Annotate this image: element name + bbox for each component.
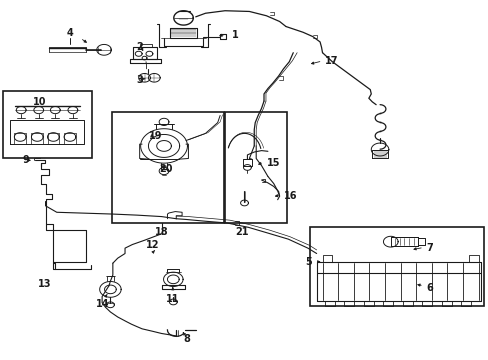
Text: 12: 12 xyxy=(146,240,159,250)
Text: 16: 16 xyxy=(283,191,296,201)
Text: 21: 21 xyxy=(235,227,248,237)
Text: 5: 5 xyxy=(305,257,311,267)
Text: 8: 8 xyxy=(183,333,190,343)
Text: 2: 2 xyxy=(136,42,143,52)
Text: 20: 20 xyxy=(159,164,172,174)
Text: 17: 17 xyxy=(325,56,338,66)
Bar xyxy=(310,227,484,306)
Text: 7: 7 xyxy=(426,243,432,253)
Text: 14: 14 xyxy=(96,300,110,309)
Bar xyxy=(224,112,287,223)
Text: 11: 11 xyxy=(166,294,179,304)
Text: 18: 18 xyxy=(155,227,168,237)
Text: 10: 10 xyxy=(33,97,46,107)
Text: 6: 6 xyxy=(426,283,432,293)
Bar xyxy=(3,91,92,158)
Text: 3: 3 xyxy=(136,75,142,85)
Text: 15: 15 xyxy=(266,158,279,168)
Text: 13: 13 xyxy=(38,279,51,289)
Text: 9: 9 xyxy=(22,155,29,165)
Text: 4: 4 xyxy=(66,28,73,39)
Text: 19: 19 xyxy=(149,131,163,141)
Bar xyxy=(112,112,224,223)
Text: 1: 1 xyxy=(232,30,239,40)
